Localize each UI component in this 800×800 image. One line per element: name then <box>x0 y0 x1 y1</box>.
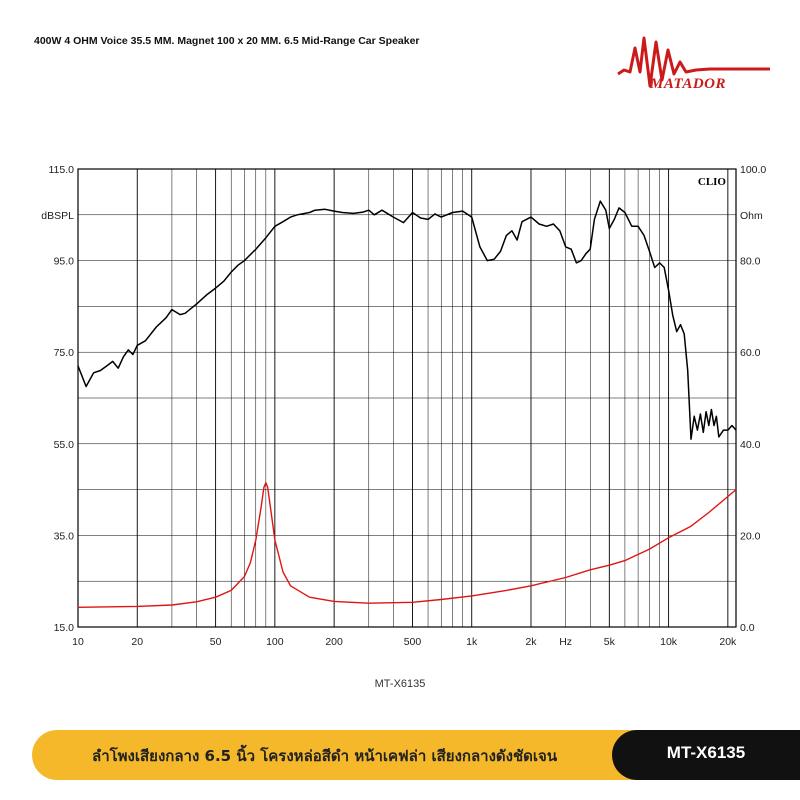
frequency-response-chart: 10 20 50 100 200 500 1k 2k 5k 10k 20k Hz 115.0 95.0 75… <box>41 164 766 648</box>
y-right-tick-label: 40.0 <box>740 439 761 451</box>
y-right-axis-label: Ohm <box>740 210 763 222</box>
y-right-tick-label: 100.0 <box>740 164 766 176</box>
y-left-tick-label: 95.0 <box>54 256 75 268</box>
y-right-tick-label: 60.0 <box>740 347 761 359</box>
y-left-tick-label: 115.0 <box>49 164 75 176</box>
brand-logo: MATADOR <box>610 28 775 108</box>
chart-grid <box>77 168 736 628</box>
plot-frame <box>77 168 737 628</box>
x-tick-label: 10 <box>72 636 84 648</box>
x-tick-label: 1k <box>466 636 478 648</box>
series-layer <box>77 200 737 608</box>
y-right-tick-label: 80.0 <box>740 256 761 268</box>
x-tick-label: 20 <box>131 636 143 648</box>
y-left-tick-label: 75.0 <box>54 347 75 359</box>
x-tick-label: 50 <box>210 636 222 648</box>
clio-watermark: CLIO <box>698 176 727 188</box>
model-name: MT-X6135 <box>666 743 746 762</box>
product-headline: 400W 4 OHM Voice 35.5 MM. Magnet 100 x 2… <box>34 35 420 47</box>
y-left-axis-label: dBSPL <box>41 210 74 222</box>
axis-labels: 10 20 50 100 200 500 1k 2k 5k 10k 20k Hz 115.0 95.0 75… <box>41 164 766 648</box>
model-badge: MT-X6135 <box>612 730 800 780</box>
y-left-tick-label: 35.0 <box>54 530 75 542</box>
chart-caption: MT-X6135 <box>374 678 426 690</box>
x-tick-label: 200 <box>325 636 343 648</box>
x-tick-label: 10k <box>660 636 678 648</box>
y-left-tick-label: 15.0 <box>54 622 75 634</box>
y-left-tick-label: 55.0 <box>54 439 75 451</box>
brand-name: MATADOR <box>650 76 727 92</box>
waveform-logo-icon <box>617 36 770 88</box>
y-right-tick-label: 0.0 <box>740 622 755 634</box>
x-unit-label: Hz <box>559 636 572 648</box>
x-tick-label: 5k <box>604 636 616 648</box>
series-line-impedance <box>77 482 737 608</box>
description-banner: ลำโพงเสียงกลาง 6.5 นิ้ว โครงหล่อสีดำ หน้… <box>32 730 800 780</box>
x-tick-label: 20k <box>719 636 737 648</box>
x-tick-label: 500 <box>404 636 422 648</box>
y-right-tick-label: 20.0 <box>740 530 761 542</box>
x-tick-label: 100 <box>266 636 284 648</box>
banner-description: ลำโพงเสียงกลาง 6.5 นิ้ว โครงหล่อสีดำ หน้… <box>92 747 558 765</box>
x-tick-label: 2k <box>525 636 537 648</box>
series-line-spl <box>77 200 737 440</box>
